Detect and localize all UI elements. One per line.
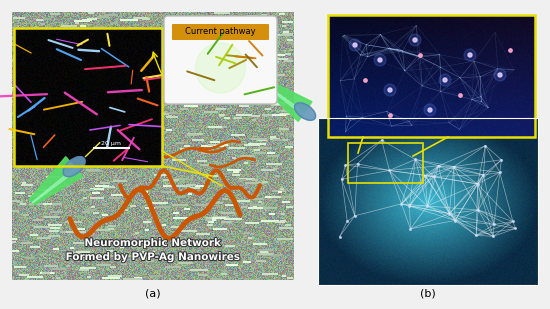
Circle shape xyxy=(378,58,382,62)
Bar xyxy=(348,143,423,183)
Circle shape xyxy=(353,43,357,47)
Text: (b): (b) xyxy=(420,289,436,299)
Point xyxy=(509,219,518,224)
Circle shape xyxy=(374,54,386,66)
Point xyxy=(490,222,498,227)
Point xyxy=(343,219,351,224)
Point xyxy=(496,170,504,175)
Circle shape xyxy=(413,38,417,42)
Polygon shape xyxy=(259,80,305,115)
Point xyxy=(386,112,394,117)
Point xyxy=(505,48,514,53)
Circle shape xyxy=(439,74,451,86)
Text: (a): (a) xyxy=(145,289,161,299)
FancyBboxPatch shape xyxy=(172,24,269,40)
Text: Current pathway: Current pathway xyxy=(185,28,256,36)
Circle shape xyxy=(388,88,392,92)
Point xyxy=(472,233,481,238)
Point xyxy=(416,53,425,57)
Polygon shape xyxy=(30,157,82,205)
Point xyxy=(405,204,414,209)
Point xyxy=(377,138,386,142)
Text: Neuromorphic Network
Formed by PVP-Ag Nanowires: Neuromorphic Network Formed by PVP-Ag Na… xyxy=(65,238,240,262)
Bar xyxy=(318,118,538,285)
Bar xyxy=(328,15,535,137)
Point xyxy=(497,157,506,162)
Point xyxy=(511,226,520,231)
Point xyxy=(455,92,464,97)
Point xyxy=(385,168,394,173)
Circle shape xyxy=(428,108,432,112)
Point xyxy=(353,161,362,166)
Point xyxy=(445,211,454,216)
Circle shape xyxy=(349,39,361,51)
Circle shape xyxy=(424,104,436,116)
Point xyxy=(474,208,483,213)
Point xyxy=(411,157,420,162)
Point xyxy=(361,78,370,83)
Point xyxy=(341,163,350,167)
Point xyxy=(406,226,415,231)
Circle shape xyxy=(409,34,421,46)
Circle shape xyxy=(498,73,502,77)
Text: 20 μm: 20 μm xyxy=(101,141,121,146)
Circle shape xyxy=(468,53,472,57)
Point xyxy=(473,181,482,186)
Point xyxy=(450,218,459,223)
Point xyxy=(449,164,458,169)
Polygon shape xyxy=(32,167,77,203)
Point xyxy=(489,234,498,239)
Point xyxy=(337,177,346,182)
Circle shape xyxy=(494,69,506,81)
Point xyxy=(479,172,488,177)
Ellipse shape xyxy=(294,103,316,120)
Point xyxy=(336,234,344,239)
Point xyxy=(434,163,443,168)
Ellipse shape xyxy=(63,157,85,177)
Circle shape xyxy=(464,49,476,61)
Circle shape xyxy=(384,84,396,96)
Point xyxy=(350,213,359,218)
Circle shape xyxy=(195,43,245,93)
Point xyxy=(421,173,430,178)
Bar xyxy=(14,28,162,166)
Point xyxy=(423,204,432,209)
Point xyxy=(397,201,406,206)
Circle shape xyxy=(443,78,447,82)
Polygon shape xyxy=(258,77,312,121)
FancyBboxPatch shape xyxy=(164,16,277,104)
Point xyxy=(481,143,490,148)
Point xyxy=(429,174,438,179)
